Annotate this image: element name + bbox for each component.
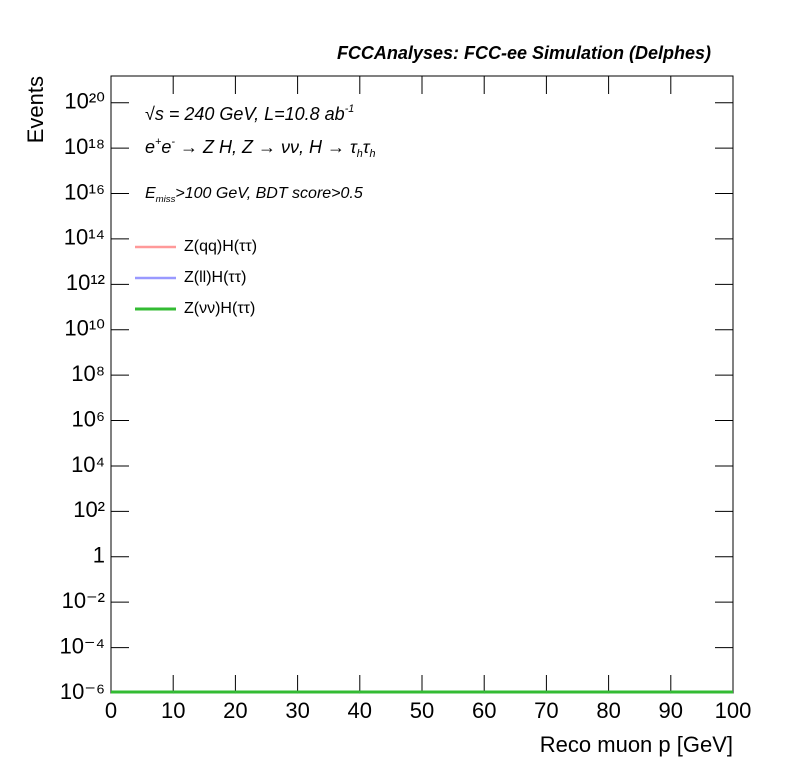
x-tick-label: 100	[715, 698, 752, 723]
annotation-part: E	[145, 185, 156, 202]
legend-label: Z(νν)H(ττ)	[184, 300, 255, 317]
y-tick-label: 10¹⁸	[64, 134, 105, 159]
annotation-part: h	[369, 148, 375, 160]
annotation-part: e	[161, 137, 171, 157]
y-tick-label: 10²	[73, 497, 105, 522]
annotation-part: -1	[345, 103, 355, 115]
x-axis-label: Reco muon p [GeV]	[540, 732, 733, 757]
x-tick-label: 90	[659, 698, 683, 723]
y-tick-label: 10⁻⁶	[60, 679, 105, 704]
y-tick-label: 10¹²	[66, 270, 105, 295]
y-tick-label: 10⁴	[71, 452, 105, 477]
y-axis-label: Events	[23, 76, 48, 143]
y-tick-label: 10¹⁴	[64, 225, 105, 250]
x-tick-label: 80	[596, 698, 620, 723]
chart-title: FCCAnalyses: FCC-ee Simulation (Delphes)	[337, 43, 711, 63]
y-tick-label: 10¹⁶	[64, 179, 105, 204]
legend-label: Z(qq)H(ττ)	[184, 238, 257, 255]
x-tick-label: 30	[285, 698, 309, 723]
x-tick-label: 70	[534, 698, 558, 723]
legend-label: Z(ll)H(ττ)	[184, 269, 246, 286]
x-tick-label: 60	[472, 698, 496, 723]
y-tick-label: 10⁻⁴	[59, 633, 105, 658]
y-tick-label: 10⁸	[71, 361, 105, 386]
annotation-part: h	[357, 148, 363, 160]
annotation-part: τ	[363, 137, 371, 157]
annotation: Emiss>100 GeV, BDT score>0.5	[145, 185, 363, 205]
annotation-part: -	[171, 136, 175, 148]
annotation-part: +	[155, 136, 161, 148]
y-tick-label: 10¹⁰	[64, 316, 105, 341]
y-tick-label: 10²⁰	[64, 89, 105, 114]
annotation-part: → Z H, Z → νν, H → τ	[175, 137, 358, 157]
y-tick-label: 1	[93, 543, 105, 568]
annotation: √s = 240 GeV, L=10.8 ab-1	[145, 103, 354, 124]
x-tick-label: 10	[161, 698, 185, 723]
annotation-part: >100 GeV, BDT score>0.5	[175, 185, 362, 202]
x-tick-label: 50	[410, 698, 434, 723]
annotation-part: √s = 240 GeV, L=10.8 ab	[145, 104, 345, 124]
annotation: e+e- → Z H, Z → νν, H → τhτh	[145, 136, 375, 160]
annotation-part: e	[145, 137, 155, 157]
y-tick-label: 10⁻²	[62, 588, 105, 613]
y-tick-label: 10⁶	[71, 406, 105, 431]
x-tick-label: 0	[105, 698, 117, 723]
x-tick-label: 20	[223, 698, 247, 723]
x-tick-label: 40	[348, 698, 372, 723]
annotation-part: miss	[156, 194, 176, 205]
